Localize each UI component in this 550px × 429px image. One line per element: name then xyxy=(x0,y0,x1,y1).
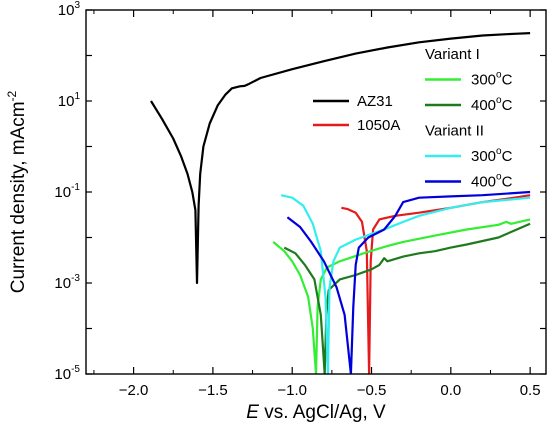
legend-label-value: 300 xyxy=(471,72,496,89)
series-line-0 xyxy=(150,32,531,285)
legend-group-title: Variant II xyxy=(425,123,484,140)
y-tick-exponent: 1 xyxy=(74,91,80,102)
x-axis-label: E vs. AgCl/Ag, V xyxy=(246,402,386,423)
x-axis-label-italic: E xyxy=(246,402,259,423)
x-tick-label: 0.5 xyxy=(520,382,541,399)
x-tick-labels: −2.0 −1.5 −1.0 −0.5 0.0 0.5 xyxy=(119,382,541,399)
y-tick-base: 10 xyxy=(58,93,75,110)
series-line-5 xyxy=(286,190,531,374)
y-tick-base: 10 xyxy=(54,275,71,292)
y-tick-label: 10-1 xyxy=(54,182,80,201)
x-tick-label: −2.0 xyxy=(119,382,149,399)
y-tick-label: 103 xyxy=(58,0,81,19)
legend-label-unit: C xyxy=(502,174,513,191)
series-line-1 xyxy=(341,194,531,374)
legend-label-value: 400 xyxy=(471,97,496,114)
y-axis-label: Current density, mAcm-2 xyxy=(5,90,29,293)
legend-label: 400oC xyxy=(471,95,513,114)
tick-marks xyxy=(86,9,546,375)
y-tick-base: 10 xyxy=(54,366,71,383)
y-tick-label: 10-5 xyxy=(54,364,80,383)
legend-label: 1050A xyxy=(357,117,400,134)
y-tick-exponent: -1 xyxy=(71,182,80,193)
legend-label: 400oC xyxy=(471,172,513,191)
legend-label: 300oC xyxy=(471,146,513,165)
series-lines xyxy=(150,32,531,374)
legend-label-value: 400 xyxy=(471,174,496,191)
legend-label-unit: C xyxy=(502,97,513,114)
x-tick-label: −1.5 xyxy=(198,382,228,399)
series-line-4 xyxy=(280,194,531,374)
series-line-3 xyxy=(283,222,531,374)
x-tick-label: −0.5 xyxy=(357,382,387,399)
y-tick-base: 10 xyxy=(58,2,75,19)
plot-frame xyxy=(85,9,547,375)
legend-label-unit: C xyxy=(502,72,513,89)
y-tick-base: 10 xyxy=(54,184,71,201)
y-tick-label: 101 xyxy=(58,91,81,110)
x-tick-label: −1.0 xyxy=(277,382,307,399)
y-tick-exponent: 3 xyxy=(74,0,80,11)
legend-label-degree: o xyxy=(496,95,502,106)
x-tick-label: 0.0 xyxy=(440,382,461,399)
y-tick-exponent: -3 xyxy=(71,273,80,284)
y-tick-exponent: -5 xyxy=(71,364,80,375)
x-axis-label-text: vs. AgCl/Ag, V xyxy=(259,402,386,423)
legend-label: AZ31 xyxy=(357,93,393,110)
y-axis-label-text: Current density, mAcm xyxy=(8,101,29,293)
legend-label-value: 300 xyxy=(471,148,496,165)
legend-label-degree: o xyxy=(496,70,502,81)
legend-label-degree: o xyxy=(496,146,502,157)
y-axis-label-exponent: -2 xyxy=(5,90,19,101)
legend-label-degree: o xyxy=(496,172,502,183)
legend-label-unit: C xyxy=(502,148,513,165)
y-tick-label: 10-3 xyxy=(54,273,80,292)
legend-label: 300oC xyxy=(471,70,513,89)
legend-group-title: Variant I xyxy=(425,46,480,63)
